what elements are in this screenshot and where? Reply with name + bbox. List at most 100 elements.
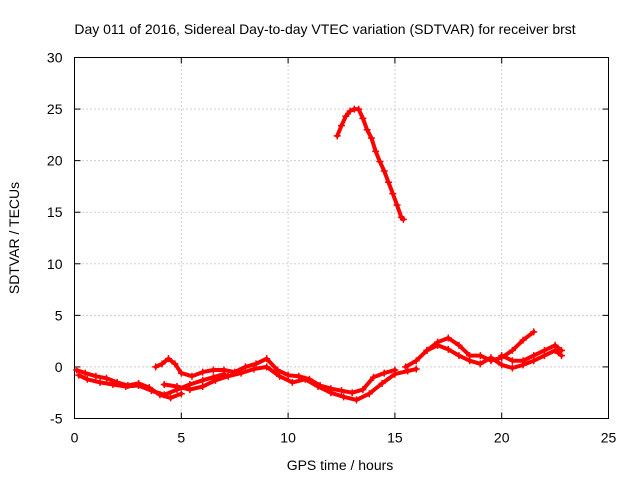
data-point: [423, 346, 431, 354]
data-point: [498, 352, 506, 360]
data-point: [241, 363, 249, 371]
data-point: [359, 386, 367, 394]
y-tick-labels: -5 0 5 10 15 20 25 30: [47, 50, 63, 427]
data-point: [519, 336, 527, 344]
data-point: [348, 389, 356, 397]
data-point: [399, 215, 407, 223]
data-point: [540, 346, 548, 354]
data-point: [263, 363, 271, 371]
data-point: [412, 365, 420, 373]
data-point: [147, 387, 155, 395]
data-point: [338, 387, 345, 395]
y-tick-label: 5: [55, 307, 63, 323]
plot-frame: [74, 57, 609, 419]
data-point: [224, 372, 232, 380]
data-point: [199, 368, 207, 376]
data-point: [434, 341, 442, 349]
data-point: [530, 328, 538, 336]
data-point: [167, 394, 175, 402]
data-point: [301, 375, 309, 383]
series-4: [160, 363, 420, 404]
data-point: [340, 393, 348, 401]
data-point: [466, 357, 474, 365]
data-point: [263, 355, 271, 363]
data-point: [152, 363, 160, 371]
data-point: [370, 373, 378, 381]
y-tick-label: 25: [47, 101, 63, 117]
data-point: [530, 352, 538, 360]
data-point: [365, 390, 373, 398]
data-point: [135, 381, 143, 389]
data-point: [372, 147, 380, 155]
data-point: [209, 366, 217, 374]
data-point: [393, 201, 401, 209]
data-point: [352, 396, 360, 404]
data-point: [389, 190, 397, 198]
axis-ticks: [74, 57, 609, 419]
data-point: [359, 114, 367, 122]
data-point: [81, 369, 89, 377]
y-tick-label: 0: [55, 359, 63, 375]
data-point: [220, 366, 228, 374]
y-tick-label: -5: [50, 411, 63, 427]
data-point: [338, 122, 345, 130]
data-point: [367, 134, 375, 142]
data-point: [508, 346, 516, 354]
series-6: [423, 341, 566, 372]
data-point: [327, 389, 335, 397]
data-point: [250, 365, 258, 373]
data-point: [378, 379, 386, 387]
data-point: [276, 372, 284, 380]
series-line: [335, 107, 406, 222]
data-point: [284, 371, 292, 379]
data-point: [160, 380, 168, 388]
data-point: [333, 132, 341, 140]
x-tick-label: 5: [177, 430, 185, 446]
data-point: [188, 372, 196, 380]
y-tick-label: 20: [47, 153, 63, 169]
data-point: [173, 383, 181, 391]
data-point: [519, 357, 527, 365]
chart-title: Day 011 of 2016, Sidereal Day-to-day VTE…: [74, 21, 575, 37]
data-point: [508, 357, 516, 365]
data-point: [342, 112, 350, 120]
data-point: [122, 383, 130, 391]
data-point: [487, 354, 495, 362]
data-point: [508, 364, 516, 372]
data-point: [295, 372, 303, 380]
data-point: [314, 383, 322, 391]
data-point: [252, 360, 260, 368]
x-tick-label: 15: [387, 430, 403, 446]
data-point: [237, 369, 245, 377]
series-3: [152, 355, 399, 397]
x-tick-label: 25: [601, 430, 617, 446]
data-point: [164, 355, 172, 363]
x-tick-label: 20: [494, 430, 510, 446]
data-point: [476, 360, 484, 368]
data-point: [158, 360, 166, 368]
series-group: [73, 105, 566, 404]
data-point: [83, 375, 91, 383]
data-point: [376, 158, 384, 166]
data-point: [380, 167, 388, 175]
data-point: [551, 341, 559, 349]
data-point: [558, 346, 566, 354]
data-point: [455, 352, 463, 360]
data-point: [380, 369, 388, 377]
x-tick-labels: 0 5 10 15 20 25: [71, 430, 617, 446]
series-7: [498, 341, 566, 365]
data-point: [444, 334, 452, 342]
data-point: [177, 390, 185, 398]
data-point: [177, 369, 185, 377]
data-point: [103, 374, 111, 382]
data-point: [384, 178, 392, 186]
data-point: [444, 345, 452, 353]
data-point: [498, 361, 506, 369]
data-point: [288, 378, 296, 386]
x-tick-label: 10: [280, 430, 296, 446]
data-point: [412, 357, 420, 365]
data-point: [73, 366, 81, 374]
data-point: [109, 380, 117, 388]
data-point: [391, 370, 399, 378]
